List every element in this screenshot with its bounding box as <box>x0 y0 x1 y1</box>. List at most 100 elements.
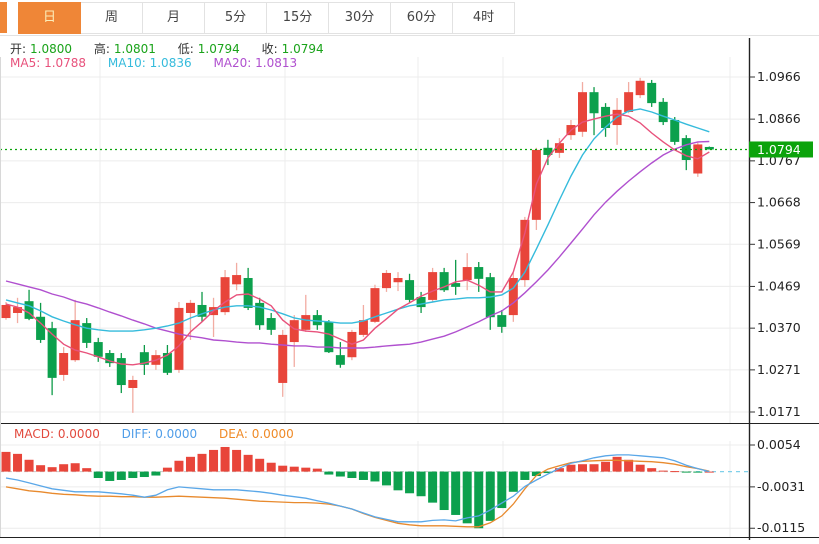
macd-bar <box>531 471 541 477</box>
macd-bar <box>462 471 472 524</box>
macd-bar <box>497 471 507 509</box>
axis-tick-label: 1.0370 <box>757 320 801 335</box>
tab-4hour[interactable]: 4时 <box>453 2 515 34</box>
macd-bar <box>185 456 195 472</box>
candle-body <box>36 316 46 340</box>
macd-bar <box>416 471 426 497</box>
macd-bar <box>105 471 115 481</box>
candle-body <box>220 277 230 313</box>
macd-bar <box>289 466 299 472</box>
candle-body <box>589 92 599 114</box>
candle-body <box>462 267 472 281</box>
active-tab-edge-strip <box>0 2 7 33</box>
macd-bar <box>647 468 657 472</box>
tab-month[interactable]: 月 <box>143 2 205 34</box>
macd-bar <box>116 471 126 480</box>
macd-bar <box>485 471 495 521</box>
candle-body <box>70 320 80 361</box>
candle-body <box>658 101 668 123</box>
low-label: 低: <box>177 42 194 56</box>
ma10-label: MA10: <box>107 56 146 70</box>
macd-bar <box>624 459 634 472</box>
candle-body <box>624 92 634 112</box>
macd-bar <box>428 471 438 503</box>
axis-tick-label: 1.0469 <box>757 278 801 293</box>
candle-body <box>508 278 518 316</box>
macd-bar <box>681 471 691 473</box>
axis-tick-label: 1.0569 <box>757 236 801 251</box>
candles-layer[interactable] <box>1 77 714 413</box>
candle-body <box>105 353 115 364</box>
dea-label: DEA: <box>219 427 248 441</box>
tab-30min[interactable]: 30分 <box>329 2 391 34</box>
candle-body <box>13 307 23 313</box>
axis-tick-label: 1.0966 <box>757 69 801 84</box>
axis-tick-label: 0.0054 <box>757 437 801 452</box>
tab-60min[interactable]: 60分 <box>391 2 453 34</box>
candle-body <box>243 278 253 308</box>
candle-body <box>301 315 311 330</box>
macd-bar <box>554 468 564 472</box>
candle-body <box>335 355 345 365</box>
ma10-line <box>5 108 710 332</box>
macd-bar <box>47 467 57 472</box>
candle-body <box>128 379 138 388</box>
candle-body <box>185 302 195 313</box>
macd-bar <box>635 464 645 472</box>
timeframe-tabs: 日周月 5分 15分 30分 60分 4时 <box>18 2 515 34</box>
candle-body <box>439 272 449 291</box>
macd-panel[interactable] <box>0 446 749 529</box>
tab-15min[interactable]: 15分 <box>267 2 329 34</box>
macd-bar <box>520 471 530 480</box>
candle-body <box>139 352 149 365</box>
ma5-label: MA5: <box>10 56 41 70</box>
candle-body <box>520 219 530 281</box>
high-label: 高: <box>93 42 110 56</box>
candle-body <box>1 304 11 319</box>
tab-5min[interactable]: 5分 <box>205 2 267 34</box>
axis-tick-label: 1.0171 <box>757 404 801 419</box>
macd-bar <box>1 451 11 472</box>
macd-bar <box>93 471 103 479</box>
macd-bar <box>578 464 587 472</box>
macd-label: MACD: <box>14 427 55 441</box>
ma5-line <box>5 113 710 366</box>
tab-day[interactable]: 日 <box>18 2 81 34</box>
candle-body <box>174 307 184 370</box>
macd-bar <box>232 449 242 472</box>
macd-bar <box>566 464 576 472</box>
macd-bar <box>243 454 253 472</box>
candle-body <box>601 106 611 128</box>
macd-bar <box>266 462 276 472</box>
macd-bar <box>312 468 322 472</box>
macd-bar <box>405 471 415 494</box>
macd-legend: MACD: 0.0000 DIFF: 0.0000 DEA: 0.0000 <box>14 427 294 441</box>
macd-bar <box>670 471 680 473</box>
axis-tick-label: 1.0271 <box>757 362 801 377</box>
macd-bar <box>209 449 219 472</box>
high-value: 1.0801 <box>113 42 156 56</box>
macd-bar <box>70 463 80 472</box>
ohlc-legend: 开: 1.0800 高: 1.0801 低: 1.0794 收: 1.0794 <box>10 40 342 57</box>
tab-week[interactable]: 周 <box>81 2 143 34</box>
candle-body <box>393 278 403 283</box>
macd-bar <box>335 471 345 477</box>
close-value: 1.0794 <box>281 42 324 56</box>
candle-body <box>162 353 172 373</box>
candle-body <box>370 288 380 322</box>
timeframe-tabbar: 日周月 5分 15分 30分 60分 4时 <box>0 0 819 36</box>
ma20-line <box>5 140 710 349</box>
diff-line <box>5 454 710 523</box>
axis-tick-label: 1.0668 <box>757 195 801 210</box>
candle-body <box>670 119 680 142</box>
macd-bar <box>278 465 288 472</box>
macd-bar <box>693 471 703 473</box>
candle-body <box>289 320 299 343</box>
macd-bar <box>174 460 184 472</box>
candle-body <box>278 334 288 383</box>
candle-body <box>93 342 103 357</box>
macd-bar <box>151 471 161 476</box>
ma20-label: MA20: <box>213 56 252 70</box>
